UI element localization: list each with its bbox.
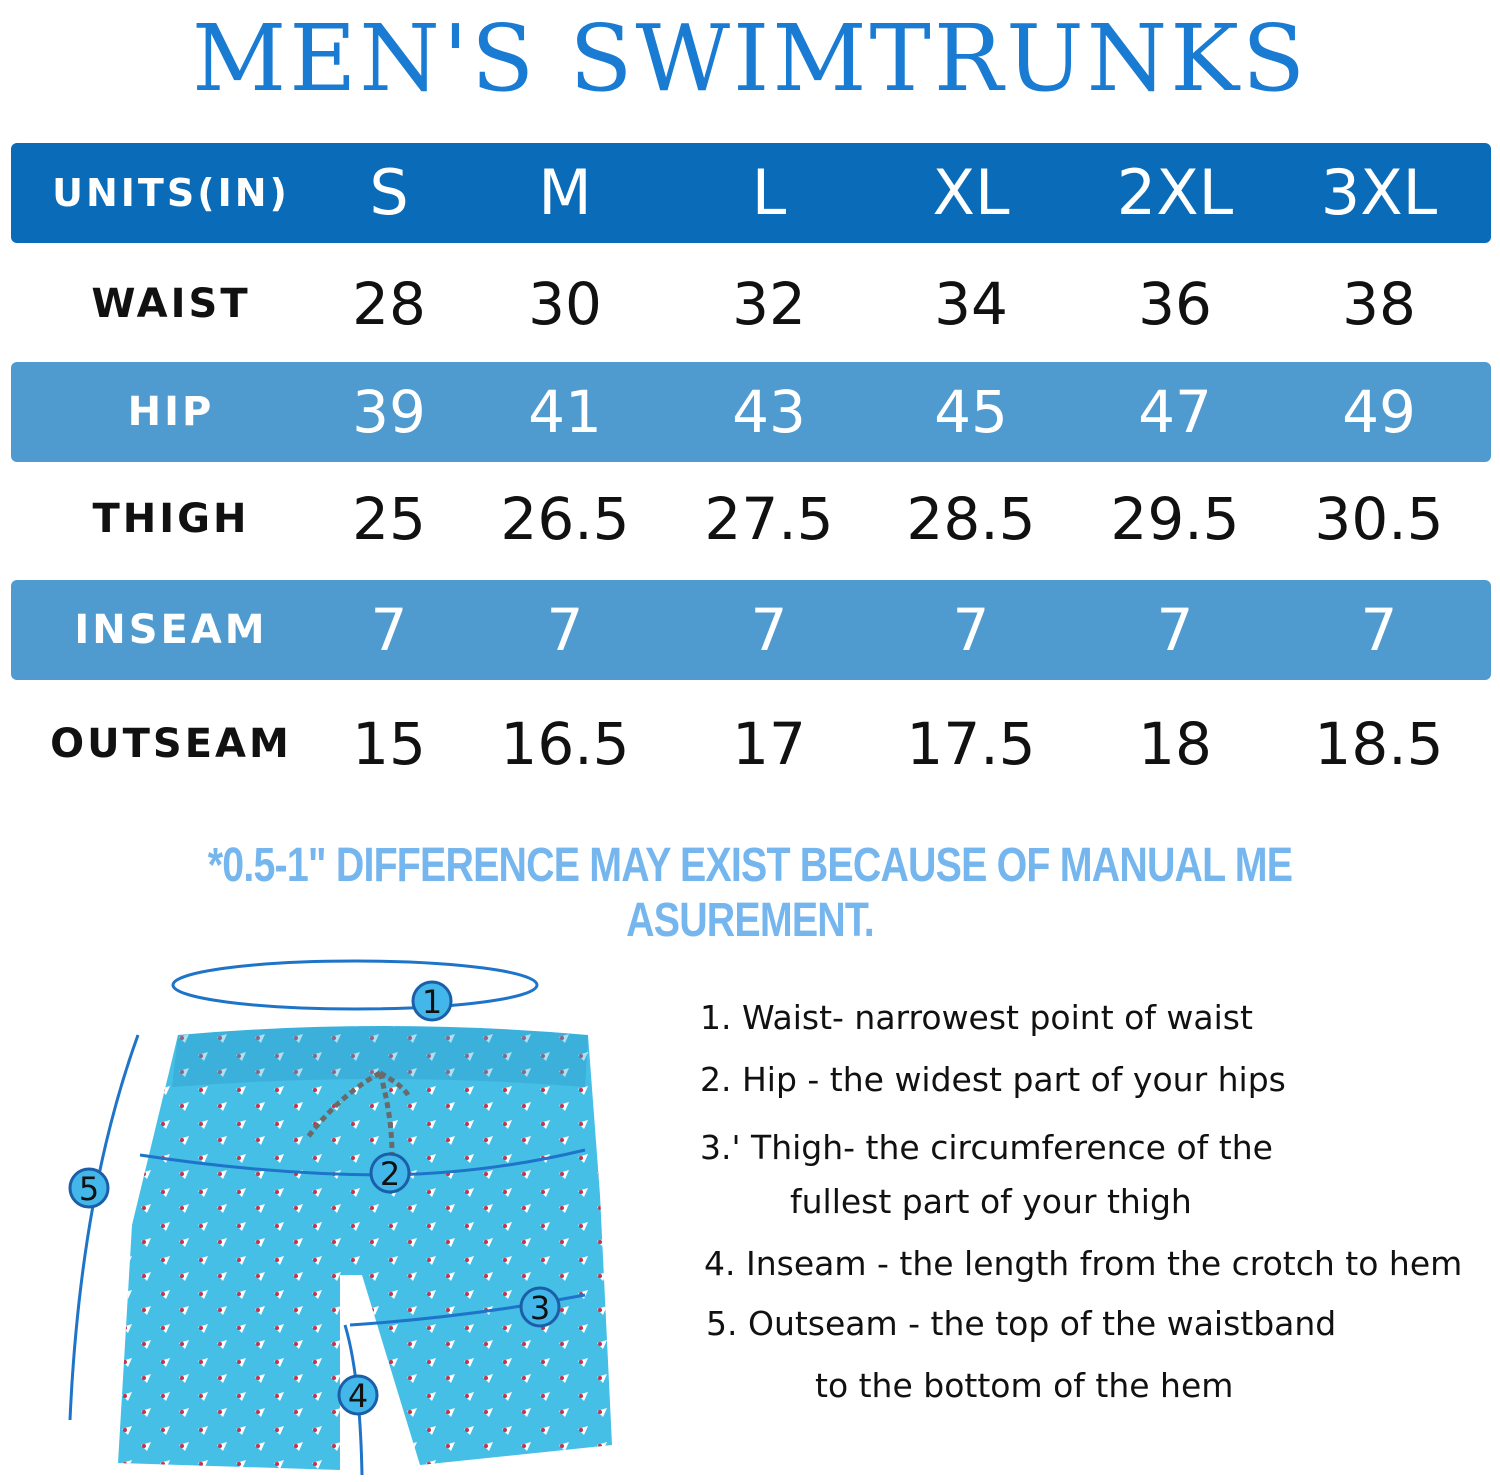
page-title: MEN'S SWIMTRUNKS [192, 5, 1308, 112]
table-cell: 34 [934, 270, 1008, 338]
marker-3: 3 [519, 1286, 561, 1328]
table-cell: 28.5 [906, 485, 1036, 553]
marker-5-label: 5 [79, 1170, 99, 1208]
definition-thigh: 3.' Thigh- the circumference of the [700, 1128, 1273, 1167]
table-cell: 17 [732, 710, 806, 778]
table-cell: 43 [732, 378, 806, 446]
marker-3-label: 3 [530, 1289, 550, 1327]
table-cell: 7 [750, 596, 788, 664]
table-cell: 30 [528, 270, 602, 338]
table-cell: 32 [732, 270, 806, 338]
shorts-print [118, 1035, 612, 1470]
table-cell: 7 [952, 596, 990, 664]
row-label: INSEAM [74, 607, 268, 653]
marker-4: 4 [337, 1374, 379, 1416]
table-cell: 41 [528, 378, 602, 446]
size-m: M [538, 156, 592, 229]
table-cell: 38 [1342, 270, 1416, 338]
hip-row: HIP 39 41 43 45 47 49 [11, 362, 1491, 462]
definition-thigh-cont: fullest part of your thigh [790, 1182, 1192, 1221]
marker-1: 1 [411, 980, 453, 1022]
row-label: OUTSEAM [50, 721, 292, 767]
definition-hip: 2. Hip - the widest part of your hips [700, 1060, 1286, 1099]
inseam-row: INSEAM 7 7 7 7 7 7 [11, 580, 1491, 680]
size-s: S [369, 156, 409, 229]
table-cell: 45 [934, 378, 1008, 446]
table-cell: 25 [352, 485, 426, 553]
table-cell: 18 [1138, 710, 1212, 778]
table-cell: 7 [1156, 596, 1194, 664]
outseam-row: OUTSEAM 15 16.5 17 17.5 18 18.5 [11, 694, 1491, 794]
definition-outseam: 5. Outseam - the top of the waistband [706, 1304, 1337, 1343]
definition-outseam-cont: to the bottom of the hem [815, 1366, 1234, 1405]
row-label: THIGH [92, 496, 250, 542]
table-cell: 28 [352, 270, 426, 338]
size-2xl: 2XL [1116, 156, 1234, 229]
marker-2-label: 2 [380, 1155, 400, 1193]
swim-shorts-illustration-icon: 1 2 3 4 5 [68, 959, 612, 1476]
marker-2: 2 [369, 1152, 411, 1194]
table-cell: 30.5 [1314, 485, 1444, 553]
size-3xl: 3XL [1320, 156, 1438, 229]
table-cell: 7 [370, 596, 408, 664]
waist-measure-line [171, 959, 539, 1011]
table-cell: 29.5 [1110, 485, 1240, 553]
table-cell: 47 [1138, 378, 1212, 446]
marker-5: 5 [68, 1167, 110, 1209]
marker-4-label: 4 [348, 1377, 368, 1415]
table-cell: 27.5 [704, 485, 834, 553]
table-cell: 39 [352, 378, 426, 446]
table-cell: 49 [1342, 378, 1416, 446]
table-cell: 7 [1360, 596, 1398, 664]
size-l: L [751, 156, 787, 229]
definition-waist: 1. Waist- narrowest point of waist [700, 998, 1253, 1037]
row-label: WAIST [91, 281, 251, 327]
drawstring [306, 1070, 411, 1156]
table-cell: 15 [352, 710, 426, 778]
table-cell: 36 [1138, 270, 1212, 338]
table-cell: 18.5 [1314, 710, 1444, 778]
table-cell: 17.5 [906, 710, 1036, 778]
row-label: HIP [127, 389, 215, 435]
outseam-measure-line [68, 1034, 140, 1421]
thigh-row: THIGH 25 26.5 27.5 28.5 29.5 30.5 [11, 469, 1491, 569]
definition-inseam: 4. Inseam - the length from the crotch t… [704, 1244, 1463, 1283]
table-cell: 16.5 [500, 710, 630, 778]
table-cell: 26.5 [500, 485, 630, 553]
units-label: UNITS(IN) [52, 171, 290, 215]
size-header-row: UNITS(IN) S M L XL 2XL 3XL [11, 143, 1491, 243]
size-xl: XL [932, 156, 1010, 229]
measurement-note: *0.5-1" DIFFERENCE MAY EXIST BECAUSE OF … [207, 839, 1293, 947]
table-cell: 7 [546, 596, 584, 664]
waist-row: WAIST 28 30 32 34 36 38 [11, 254, 1491, 354]
marker-1-label: 1 [422, 983, 442, 1021]
